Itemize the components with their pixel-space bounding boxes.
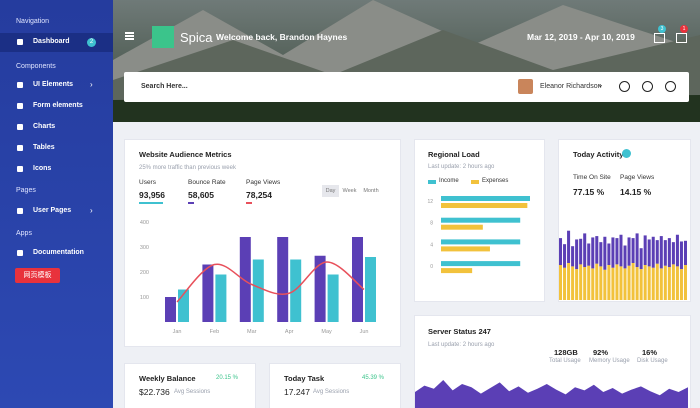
card-value: $22.736	[139, 387, 170, 397]
stat-value: 16%	[642, 348, 658, 357]
metric-value: 78,254	[246, 190, 272, 200]
card-note: Avg Sessions	[313, 389, 350, 395]
badge: 2	[87, 38, 96, 47]
nav-item[interactable]: Dashboard	[33, 38, 70, 45]
icon	[17, 124, 23, 130]
metric-value: 77.15 %	[573, 187, 605, 197]
metric-label: Users	[139, 179, 156, 186]
sidebar-heading: Components	[16, 63, 56, 70]
metric-value: 14.15 %	[620, 187, 652, 197]
stat-value: 128GB	[554, 348, 578, 357]
chevron: ⌄	[597, 80, 604, 89]
metric-label: Page Views	[620, 174, 655, 181]
chevron: ›	[90, 80, 93, 89]
user-name[interactable]: Eleanor Richardson	[540, 83, 602, 90]
change: 45.39 %	[362, 375, 385, 381]
underline	[139, 202, 163, 204]
metric-label: Page Views	[246, 179, 281, 186]
metric-value: 58,605	[188, 190, 214, 200]
icon	[17, 145, 23, 151]
task-card	[269, 363, 401, 408]
underline	[246, 202, 252, 204]
card-title: Today Activity	[573, 150, 624, 159]
sidebar	[0, 0, 113, 408]
nav-item[interactable]: User Pages	[33, 207, 72, 214]
legend-swatch	[428, 180, 436, 184]
balance-card	[124, 363, 256, 408]
activity-card	[558, 139, 691, 302]
nav-item[interactable]: Charts	[33, 123, 56, 130]
search-input[interactable]: Search Here...	[141, 83, 188, 90]
stat-value: 92%	[593, 348, 609, 357]
tab[interactable]: Month	[363, 188, 379, 194]
nav-item[interactable]: UI Elements	[33, 81, 74, 88]
badge-icon	[622, 149, 631, 158]
underline	[188, 202, 194, 204]
legend-swatch	[471, 180, 479, 184]
tab[interactable]: Day	[322, 185, 339, 197]
card-title: Today Task	[284, 374, 325, 383]
nav-item[interactable]: Form elements	[33, 102, 83, 109]
notification-icon[interactable]	[676, 33, 687, 43]
sidebar-heading: Pages	[16, 187, 36, 194]
clock-icon[interactable]	[665, 81, 676, 92]
chevron: ›	[90, 206, 93, 215]
icon	[17, 39, 23, 45]
nav-item[interactable]: Tables	[33, 144, 55, 151]
badge: 3	[658, 25, 666, 33]
welcome: Welcome back, Brandon Haynes	[216, 32, 348, 42]
metric-value: 93,956	[139, 190, 165, 200]
card-value: 17.247	[284, 387, 310, 397]
sidebar-heading: Navigation	[16, 18, 50, 25]
card-subtitle: Last update: 2 hours ago	[428, 164, 495, 170]
brand: Spica	[180, 30, 213, 45]
header-image	[113, 0, 700, 122]
sidebar-heading: Apps	[16, 230, 32, 237]
badge: 1	[680, 25, 688, 33]
card-subtitle: 25% more traffic than previous week	[139, 165, 236, 171]
card-title: Website Audience Metrics	[139, 150, 232, 159]
metric-label: Time On Site	[573, 174, 611, 181]
icon	[17, 208, 23, 214]
icon	[17, 103, 23, 109]
icon	[17, 250, 23, 256]
nav-item[interactable]: Icons	[33, 165, 52, 172]
stat-label: Memory Usage	[589, 358, 630, 364]
avatar	[518, 79, 533, 94]
card-title: Weekly Balance	[139, 374, 196, 383]
stat-label: Total Usage	[549, 358, 581, 364]
card-title: Regional Load	[428, 150, 480, 159]
date-range[interactable]: Mar 12, 2019 - Apr 10, 2019	[527, 32, 635, 42]
mail-icon[interactable]	[654, 33, 665, 43]
search-bar	[124, 72, 689, 102]
tab[interactable]: Week	[342, 188, 357, 194]
card-note: Avg Sessions	[174, 389, 211, 395]
logo	[152, 26, 174, 48]
icon	[17, 166, 23, 172]
metric-label: Bounce Rate	[188, 179, 226, 186]
icon	[17, 82, 23, 88]
add-icon[interactable]	[619, 81, 630, 92]
legend-label: Expenses	[482, 178, 509, 184]
active-item-bg	[0, 33, 113, 52]
template-button[interactable]: 网页模板	[15, 268, 60, 283]
card-subtitle: Last update: 2 hours ago	[428, 342, 495, 348]
nav-item[interactable]: Documentation	[33, 249, 84, 256]
card-title: Server Status 247	[428, 327, 491, 336]
stat-label: Disk Usage	[637, 358, 668, 364]
globe-icon[interactable]	[642, 81, 653, 92]
legend-label: Income	[439, 178, 459, 184]
menu-icon[interactable]	[125, 32, 134, 34]
change: 20.15 %	[216, 375, 239, 381]
